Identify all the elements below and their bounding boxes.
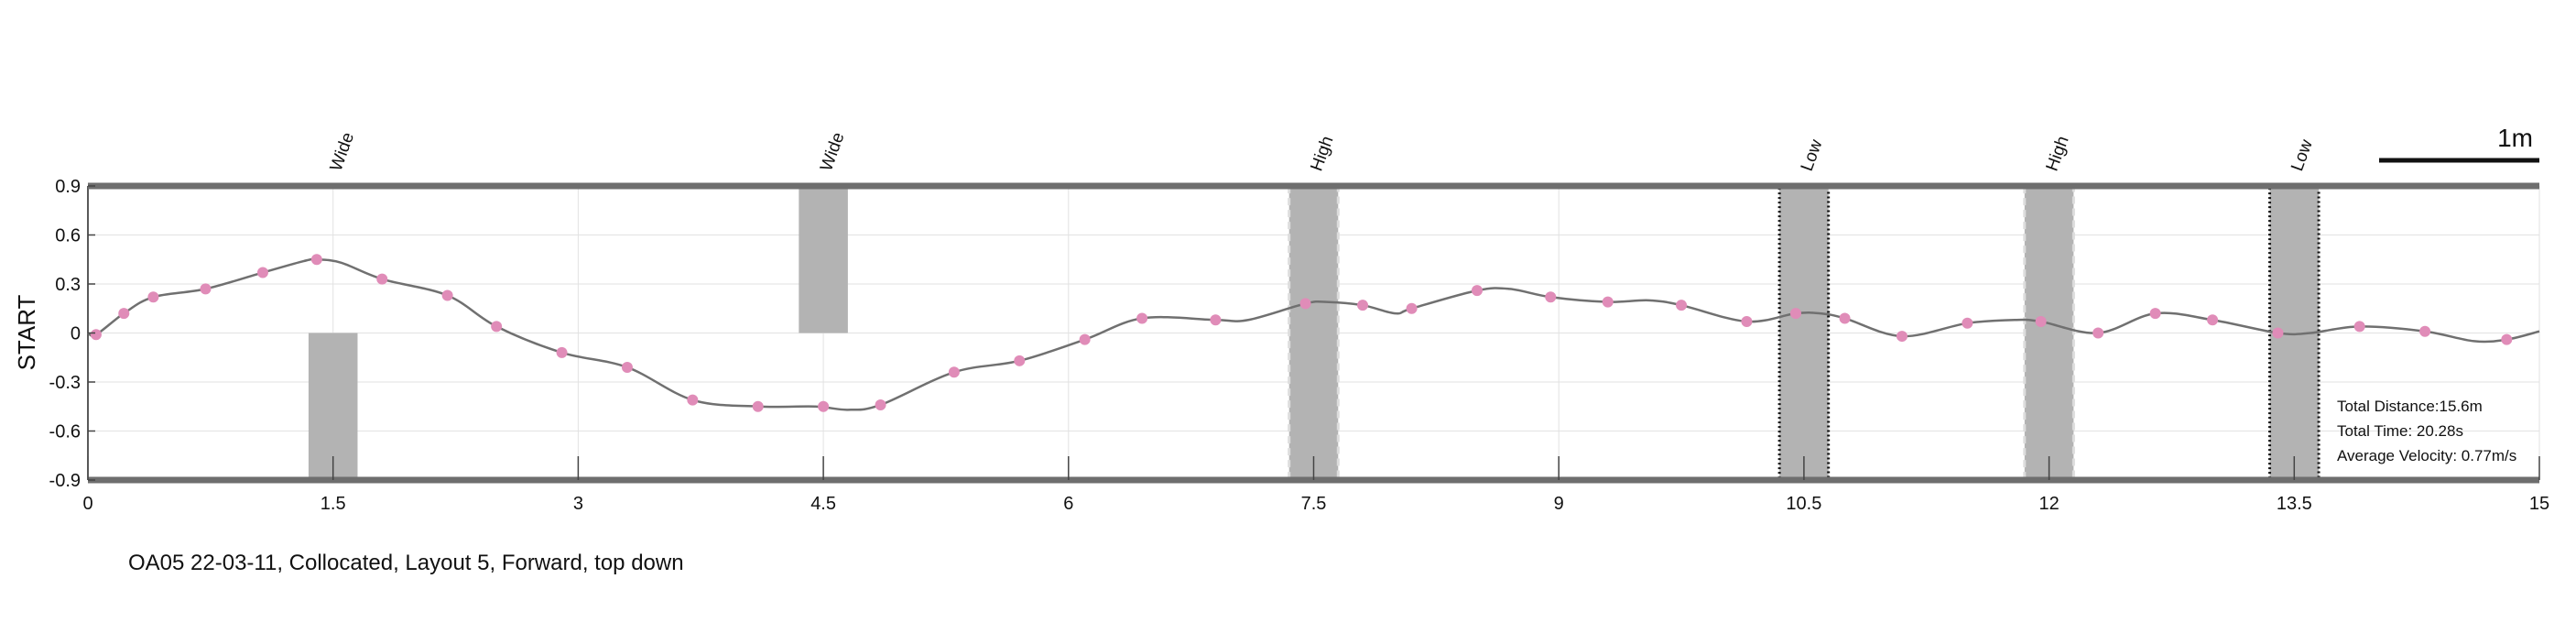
x-tick-label-3: 4.5 bbox=[810, 494, 836, 514]
x-tick-label-5: 7.5 bbox=[1301, 494, 1327, 514]
y-tick-label-4: -0.3 bbox=[49, 373, 81, 393]
trajectory-marker-33 bbox=[2092, 327, 2104, 339]
x-tick-label-10: 15 bbox=[2529, 494, 2549, 514]
x-tick-label-7: 10.5 bbox=[1786, 494, 1821, 514]
trajectory-marker-25 bbox=[1602, 296, 1614, 308]
trajectory-marker-16 bbox=[1014, 355, 1026, 366]
trajectory-marker-6 bbox=[376, 273, 388, 285]
obstacle-4: High bbox=[2023, 134, 2075, 482]
trajectory-marker-12 bbox=[752, 400, 764, 412]
trajectory-marker-23 bbox=[1471, 285, 1483, 297]
trajectory-marker-20 bbox=[1299, 298, 1311, 310]
trajectory-marker-39 bbox=[2501, 333, 2513, 345]
obstacle-label-3: Low bbox=[1798, 137, 1827, 174]
y-tick-label-6: -0.9 bbox=[49, 471, 81, 491]
trajectory-marker-22 bbox=[1406, 302, 1418, 314]
trajectory-marker-1 bbox=[118, 308, 130, 320]
obstacle-rect-3 bbox=[1777, 184, 1831, 482]
obstacle-label-1: Wide bbox=[817, 130, 849, 174]
obstacle-label-5: Low bbox=[2288, 137, 2317, 174]
trajectory-marker-34 bbox=[2149, 308, 2161, 320]
obstacle-3: Low bbox=[1777, 137, 1831, 482]
trajectory-marker-18 bbox=[1136, 312, 1148, 324]
trajectory-marker-0 bbox=[90, 329, 102, 341]
y-axis-label: START bbox=[13, 294, 40, 370]
x-tick-label-6: 9 bbox=[1554, 494, 1564, 514]
x-tick-label-2: 3 bbox=[573, 494, 583, 514]
obstacle-2: High bbox=[1288, 134, 1340, 482]
trajectory-marker-38 bbox=[2419, 325, 2431, 337]
y-tick-label-3: 0 bbox=[71, 324, 81, 344]
x-tick-label-9: 13.5 bbox=[2277, 494, 2312, 514]
trajectory-marker-19 bbox=[1210, 314, 1222, 326]
trajectory-marker-27 bbox=[1741, 316, 1753, 328]
trajectory-marker-15 bbox=[948, 366, 960, 378]
trajectory-marker-24 bbox=[1545, 291, 1557, 303]
trajectory-marker-30 bbox=[1896, 331, 1908, 343]
trajectory-marker-7 bbox=[441, 289, 453, 301]
obstacle-label-4: High bbox=[2043, 134, 2073, 174]
total-distance: Total Distance:15.6m bbox=[2337, 398, 2483, 415]
obstacle-rect-2 bbox=[1288, 184, 1340, 482]
trajectory-marker-14 bbox=[875, 398, 886, 410]
trajectory-marker-11 bbox=[687, 394, 699, 406]
y-tick-label-5: -0.6 bbox=[49, 422, 81, 442]
trajectory-marker-13 bbox=[818, 400, 830, 412]
trajectory-marker-37 bbox=[2353, 321, 2365, 333]
trajectory-marker-32 bbox=[2035, 316, 2047, 328]
trajectory-marker-36 bbox=[2272, 327, 2284, 339]
x-tick-label-4: 6 bbox=[1063, 494, 1073, 514]
trajectory-marker-21 bbox=[1357, 300, 1369, 311]
trajectory-markers bbox=[90, 254, 2513, 412]
trajectory-marker-26 bbox=[1676, 300, 1688, 311]
scale-bar: 1m bbox=[2379, 124, 2539, 163]
trajectory-marker-10 bbox=[621, 361, 633, 373]
trajectory-marker-4 bbox=[256, 267, 268, 278]
scale-bar-label: 1m bbox=[2497, 124, 2533, 152]
obstacle-rect-1 bbox=[799, 186, 848, 333]
trajectory-marker-2 bbox=[147, 291, 159, 303]
trajectory-marker-9 bbox=[556, 346, 568, 358]
y-tick-label-1: 0.6 bbox=[55, 226, 81, 246]
obstacle-label-2: High bbox=[1307, 134, 1337, 174]
y-tick-label-2: 0.3 bbox=[55, 275, 81, 295]
axis-ticks: 0 1.5 3 4.5 6 7.5 9 10.5 12 13.5 15 0.9 0.6 0.3 0 -0.3 -… bbox=[49, 177, 2550, 514]
figure-caption: OA05 22-03-11, Collocated, Layout 5, For… bbox=[128, 551, 684, 575]
obstacle-0: Wide bbox=[308, 130, 359, 480]
x-tick-label-0: 0 bbox=[82, 494, 92, 514]
y-tick-label-0: 0.9 bbox=[55, 177, 81, 197]
obstacle-1: Wide bbox=[799, 130, 849, 333]
trajectory-marker-35 bbox=[2207, 314, 2219, 326]
trajectory-marker-29 bbox=[1839, 312, 1851, 324]
stats-box: Total Distance:15.6m Total Time: 20.28s … bbox=[2337, 398, 2516, 464]
trajectory-marker-3 bbox=[200, 283, 212, 295]
obstacle-rect-4 bbox=[2023, 184, 2075, 482]
x-tick-label-1: 1.5 bbox=[321, 494, 346, 514]
total-time: Total Time: 20.28s bbox=[2337, 422, 2463, 440]
trajectory-marker-28 bbox=[1789, 308, 1801, 320]
average-velocity: Average Velocity: 0.77m/s bbox=[2337, 447, 2516, 464]
trajectory-marker-8 bbox=[491, 321, 503, 333]
obstacles: Wide Wide High Low High Low bbox=[308, 130, 2321, 482]
trajectory-marker-31 bbox=[1962, 317, 1973, 329]
x-tick-label-8: 12 bbox=[2038, 494, 2059, 514]
trajectory-marker-5 bbox=[310, 254, 322, 266]
obstacle-rect-0 bbox=[308, 333, 358, 480]
obstacle-label-0: Wide bbox=[327, 130, 359, 174]
trajectory-marker-17 bbox=[1079, 333, 1091, 345]
